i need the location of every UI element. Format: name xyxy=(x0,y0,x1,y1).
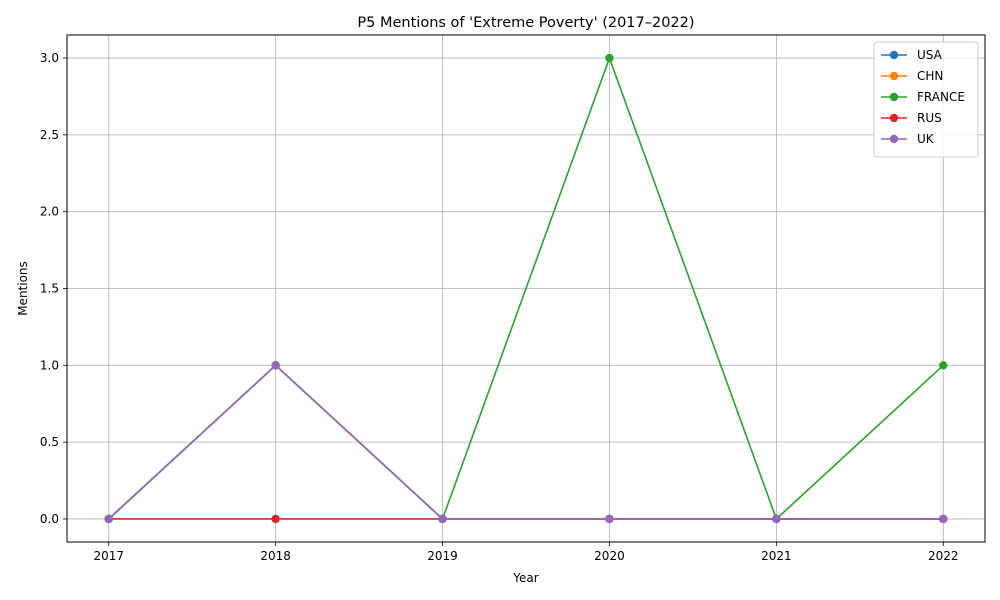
y-tick-label: 0.0 xyxy=(40,512,59,526)
legend-item-rus: RUS xyxy=(881,111,942,125)
y-axis: 0.0 0.5 1.0 1.5 2.0 2.5 3.0 xyxy=(40,51,67,526)
x-axis: 2017 2018 2019 2020 2021 2022 xyxy=(93,542,959,563)
series-layer xyxy=(104,53,948,524)
data-point-uk xyxy=(438,514,447,524)
x-tick-label: 2017 xyxy=(93,549,124,563)
legend-swatch-marker xyxy=(889,71,899,81)
legend-item-chn: CHN xyxy=(881,69,943,83)
legend-label: RUS xyxy=(917,111,942,125)
x-tick-label: 2019 xyxy=(427,549,458,563)
legend-swatch-marker xyxy=(889,134,899,144)
data-point-rus xyxy=(271,514,280,524)
data-point-uk xyxy=(271,361,280,370)
series-line-uk xyxy=(108,364,944,520)
legend: USA CHN FRANCE RUS UK xyxy=(873,41,979,158)
legend-label: USA xyxy=(917,48,943,62)
x-axis-label: Year xyxy=(512,571,538,585)
y-tick-label: 3.0 xyxy=(40,51,59,65)
legend-item-usa: USA xyxy=(881,48,943,62)
y-tick-label: 1.5 xyxy=(40,282,59,296)
legend-box xyxy=(873,41,979,158)
y-tick-label: 2.5 xyxy=(40,128,59,142)
x-tick-label: 2020 xyxy=(594,549,625,563)
data-point-uk xyxy=(605,514,614,524)
legend-swatch-marker xyxy=(889,113,899,123)
legend-label: UK xyxy=(917,132,935,146)
x-tick-label: 2021 xyxy=(761,549,792,563)
series-uk xyxy=(104,361,948,524)
y-tick-label: 2.0 xyxy=(40,205,59,219)
x-tick-label: 2018 xyxy=(260,549,291,563)
chart-title: P5 Mentions of 'Extreme Poverty' (2017–2… xyxy=(357,15,694,31)
data-point-france xyxy=(939,361,948,370)
data-point-france xyxy=(605,53,614,63)
legend-label: FRANCE xyxy=(917,90,965,104)
legend-swatch-marker xyxy=(889,92,899,102)
legend-label: CHN xyxy=(917,69,943,83)
data-point-uk xyxy=(772,514,781,524)
y-tick-label: 1.0 xyxy=(40,358,59,372)
data-point-uk xyxy=(939,514,948,524)
y-tick-label: 0.5 xyxy=(40,435,59,449)
data-point-uk xyxy=(104,514,113,524)
x-tick-label: 2022 xyxy=(928,549,959,563)
y-axis-label: Mentions xyxy=(16,261,30,316)
legend-item-uk: UK xyxy=(881,132,935,146)
legend-item-france: FRANCE xyxy=(881,90,965,104)
legend-swatch-marker xyxy=(889,50,899,60)
